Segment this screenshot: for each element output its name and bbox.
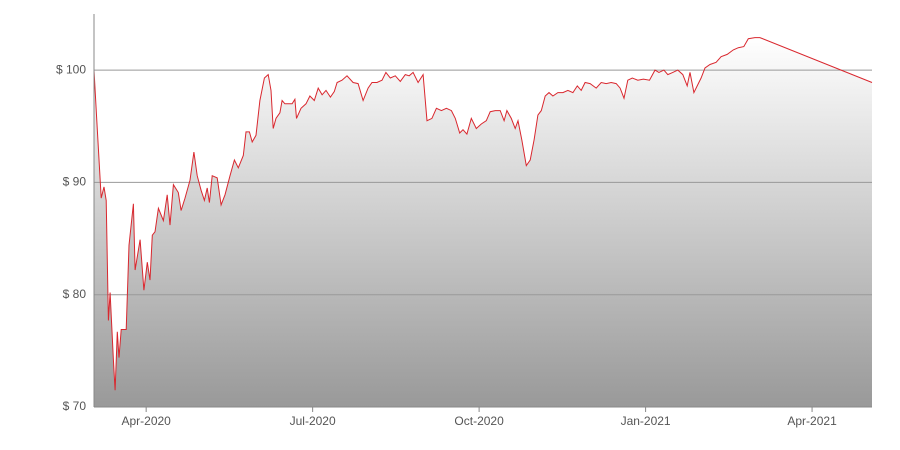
x-tick-label: Jan-2021 [621, 414, 671, 428]
x-tick-label: Jul-2020 [290, 414, 336, 428]
y-tick-label: $ 90 [63, 175, 87, 189]
x-tick-label: Apr-2021 [787, 414, 837, 428]
x-tick-label: Oct-2020 [454, 414, 504, 428]
line [93, 37, 873, 391]
x-tick-label: Apr-2020 [121, 414, 171, 428]
y-tick-label: $ 80 [63, 287, 87, 301]
y-tick-label: $ 70 [63, 399, 87, 413]
area [94, 37, 872, 407]
y-tick-label: $ 100 [56, 62, 86, 76]
